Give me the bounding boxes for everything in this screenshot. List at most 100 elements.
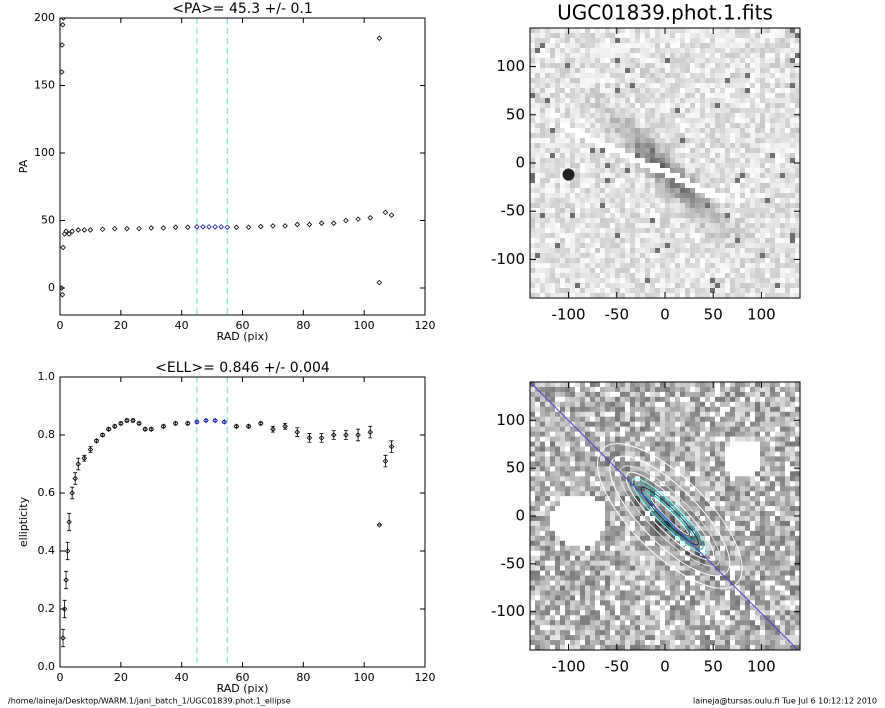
- pixel: [580, 233, 586, 239]
- pixel: [790, 411, 796, 418]
- pixel: [540, 283, 546, 289]
- pixel: [660, 163, 666, 169]
- pixel: [605, 73, 611, 79]
- pixel: [545, 431, 551, 437]
- pixel: [745, 93, 751, 99]
- pixel: [565, 426, 571, 432]
- pixel: [615, 545, 621, 552]
- pixel: [565, 203, 571, 209]
- pixel: [530, 520, 536, 527]
- pixel: [610, 118, 616, 124]
- pixel: [610, 178, 616, 184]
- pixel: [600, 491, 606, 497]
- pixel: [765, 208, 771, 214]
- pixel: [750, 516, 756, 522]
- pixel: [595, 213, 601, 219]
- y-tick-label: -100: [491, 250, 525, 268]
- pixel: [700, 128, 706, 134]
- pixel: [655, 501, 661, 507]
- pixel: [535, 486, 541, 492]
- y-tick-label: 0.2: [38, 602, 56, 615]
- pixel: [785, 203, 791, 209]
- pixel: [715, 431, 721, 437]
- pixel: [595, 78, 601, 84]
- pixel: [755, 148, 761, 154]
- pixel: [765, 198, 771, 204]
- pixel: [720, 218, 726, 224]
- pixel: [755, 73, 761, 79]
- pixel: [655, 471, 661, 477]
- pixel: [660, 233, 666, 239]
- pixel: [555, 386, 561, 393]
- pixel: [780, 193, 786, 199]
- pixel: [730, 263, 736, 269]
- pixel: [580, 198, 586, 204]
- pixel: [785, 525, 791, 532]
- pixel: [745, 228, 751, 234]
- chart-title: <ELL>= 0.846 +/- 0.004: [155, 360, 330, 376]
- pixel: [530, 78, 536, 84]
- data-point: [212, 224, 218, 230]
- pixel: [675, 501, 681, 507]
- pixel: [635, 168, 641, 174]
- pixel: [675, 396, 681, 403]
- pixel: [675, 108, 681, 114]
- pixel: [770, 208, 776, 214]
- pixel: [700, 178, 706, 184]
- pixel: [785, 411, 791, 418]
- pixel: [600, 68, 606, 74]
- pixel: [685, 213, 691, 219]
- pixel: [600, 43, 606, 49]
- pixel: [560, 535, 566, 542]
- pixel: [610, 273, 616, 279]
- pixel: [600, 53, 606, 59]
- pixel: [770, 43, 776, 49]
- pixel: [700, 456, 706, 462]
- pixel: [545, 446, 551, 452]
- pixel: [530, 406, 536, 413]
- pixel: [785, 461, 791, 467]
- pixel: [635, 118, 641, 124]
- pixel: [675, 193, 681, 199]
- pixel: [710, 183, 716, 189]
- y-axis-label: ellipticity: [17, 496, 30, 547]
- pixel: [765, 193, 771, 199]
- pixel: [575, 288, 581, 294]
- pixel: [740, 248, 746, 254]
- pixel: [615, 481, 621, 487]
- pixel: [555, 158, 561, 164]
- pixel: [580, 208, 586, 214]
- pixel: [645, 540, 651, 547]
- pixel: [760, 128, 766, 134]
- pixel: [730, 516, 736, 522]
- pixel: [775, 451, 781, 457]
- pixel: [760, 148, 766, 154]
- pixel: [570, 441, 576, 447]
- pixel: [635, 382, 641, 388]
- pixel: [635, 103, 641, 109]
- pixel: [540, 178, 546, 184]
- pixel: [530, 416, 536, 423]
- pixel: [700, 441, 706, 447]
- pixel: [650, 461, 656, 467]
- pixel: [750, 163, 756, 169]
- pixel: [665, 198, 671, 204]
- pixel: [585, 83, 591, 89]
- pixel: [635, 238, 641, 244]
- pixel: [615, 153, 621, 159]
- pixel: [705, 158, 711, 164]
- pixel: [620, 243, 626, 249]
- pixel: [595, 243, 601, 249]
- pixel: [630, 193, 636, 199]
- pixel: [710, 456, 716, 462]
- pixel: [720, 198, 726, 204]
- pixel: [610, 93, 616, 99]
- pixel: [675, 223, 681, 229]
- pixel: [785, 481, 791, 487]
- pixel: [655, 183, 661, 189]
- pixel: [605, 283, 611, 289]
- pixel: [575, 471, 581, 477]
- pixel: [590, 213, 596, 219]
- pixel: [710, 153, 716, 159]
- pixel: [640, 188, 646, 194]
